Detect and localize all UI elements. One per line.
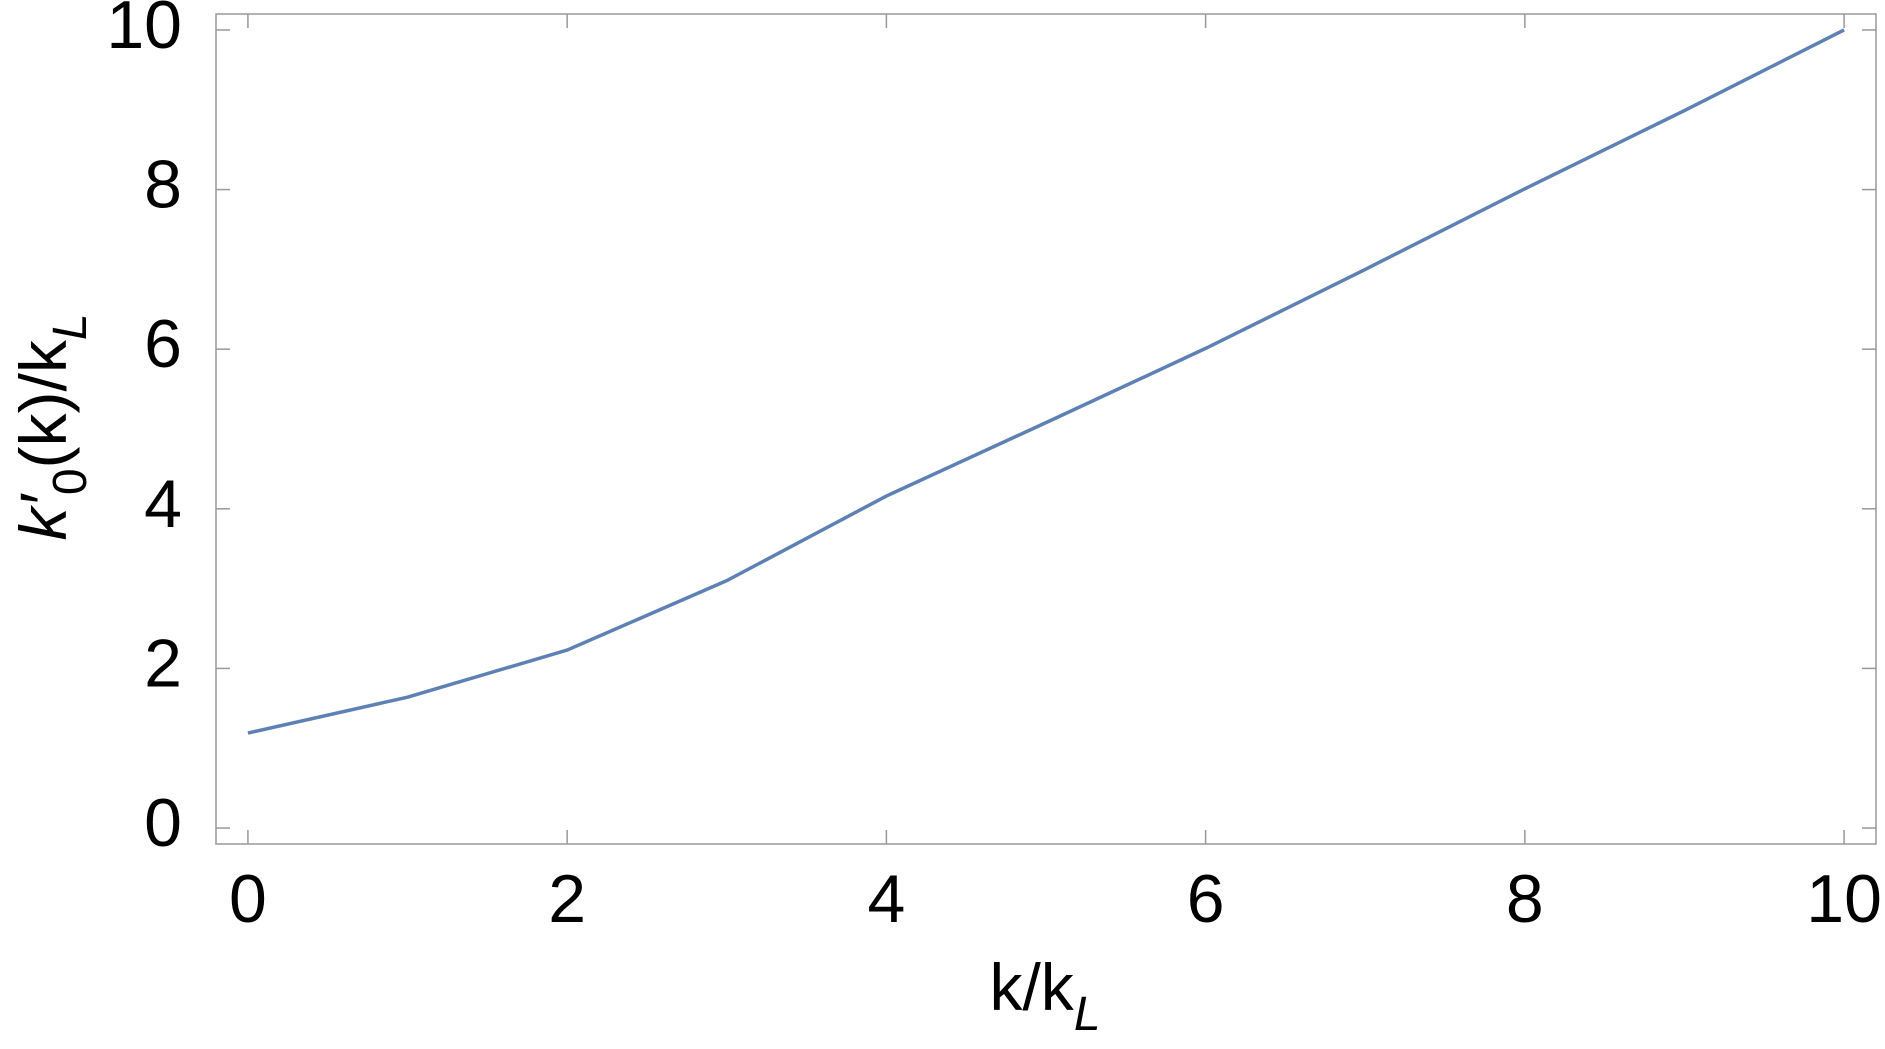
x-axis-label: k/kL — [989, 950, 1100, 1041]
x-label-sub: L — [1074, 988, 1101, 1041]
x-tick-label: 0 — [229, 861, 267, 937]
x-tick-label: 4 — [867, 861, 905, 937]
x-tick-label: 8 — [1506, 861, 1544, 937]
y-tick-label: 6 — [144, 306, 182, 382]
y-tick-label: 2 — [144, 625, 182, 701]
x-tick-label: 10 — [1806, 861, 1882, 937]
y-label-sub: 0 — [44, 468, 97, 495]
y-tick-label: 10 — [106, 0, 182, 63]
y-axis-label: k′0(k)/kL — [6, 313, 97, 540]
y-label-part: (k)/k — [6, 339, 80, 468]
x-label-part: k/k — [989, 950, 1074, 1024]
x-tick-label: 6 — [1187, 861, 1225, 937]
y-label-sub: L — [44, 313, 97, 340]
y-tick-label: 8 — [144, 147, 182, 223]
y-tick-label: 0 — [144, 785, 182, 861]
x-tick-label: 2 — [548, 861, 586, 937]
plot-frame — [215, 13, 1877, 845]
y-tick-label: 4 — [144, 466, 182, 542]
y-label-part: k′ — [6, 493, 80, 541]
data-line — [247, 28, 1845, 735]
